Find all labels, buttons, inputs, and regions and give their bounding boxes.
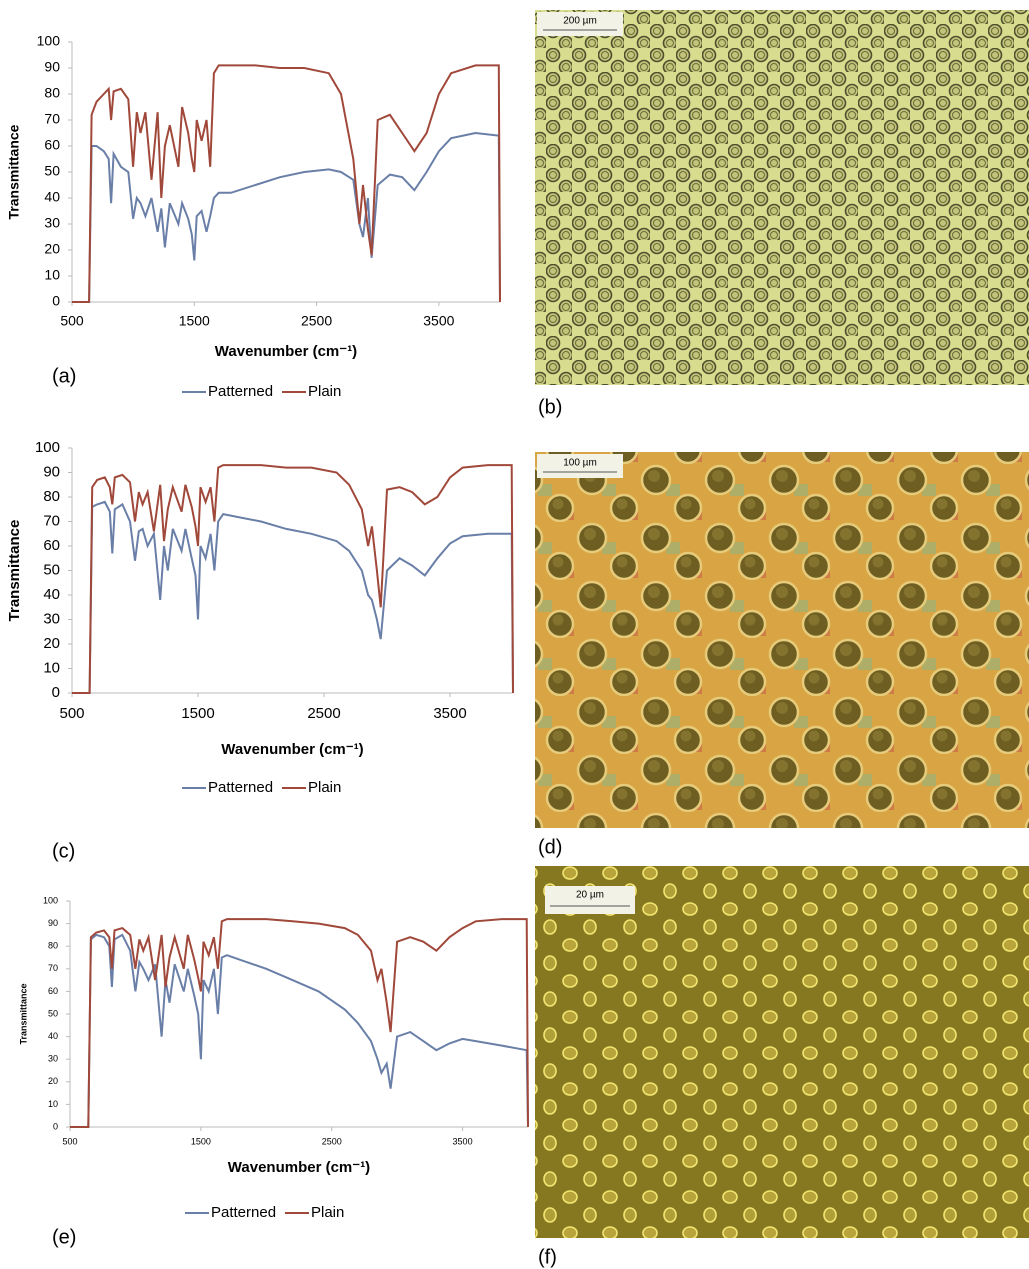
- y-tick-label: 10: [48, 1099, 58, 1109]
- panel-label: (f): [538, 1246, 557, 1268]
- y-tick-label: 70: [44, 111, 60, 127]
- x-tick-label: 3500: [453, 1136, 473, 1146]
- y-tick-label: 60: [43, 537, 60, 554]
- micrograph: [535, 10, 1029, 385]
- micrograph-f: 20 µm (f): [535, 866, 1029, 1268]
- scale-bar-label: 200 µm: [563, 16, 597, 27]
- scale-bar-box: [545, 886, 635, 914]
- y-tick-label: 50: [43, 561, 60, 578]
- y-tick-label: 80: [43, 488, 60, 505]
- y-tick-label: 30: [43, 610, 60, 627]
- legend-label: Plain: [311, 1204, 344, 1221]
- series-line: [70, 918, 529, 1128]
- y-tick-label: 10: [44, 267, 60, 283]
- y-tick-label: 50: [44, 163, 60, 179]
- scale-bar-box: [537, 454, 623, 478]
- y-tick-label: 70: [48, 963, 58, 973]
- x-tick-label: 500: [60, 313, 84, 329]
- x-tick-label: 500: [62, 1136, 77, 1146]
- y-tick-label: 20: [48, 1076, 58, 1086]
- panel-label: (c): [52, 840, 75, 862]
- y-axis-label: Transmittance: [18, 983, 28, 1044]
- series-line: [72, 131, 501, 303]
- legend-label: Patterned: [211, 1204, 276, 1221]
- y-tick-label: 60: [48, 986, 58, 996]
- x-tick-label: 2500: [301, 313, 332, 329]
- x-tick-label: 2500: [322, 1136, 342, 1146]
- x-axis-label: Wavenumber (cm⁻¹): [228, 1159, 370, 1176]
- series-line: [72, 500, 514, 694]
- chart: 0 10 20 30 40 50 60 70 80 90 100 500 1500 2500 3500 Tra…: [6, 33, 501, 400]
- panel-label: (d): [538, 836, 562, 858]
- y-tick-label: 100: [37, 33, 61, 49]
- series-line: [70, 933, 529, 1128]
- scale-bar-box: [537, 12, 623, 36]
- legend-label: Patterned: [208, 383, 273, 400]
- legend-label: Plain: [308, 383, 341, 400]
- legend-label: Plain: [308, 779, 341, 796]
- y-tick-label: 100: [35, 439, 60, 456]
- x-axis-label: Wavenumber (cm⁻¹): [221, 741, 363, 758]
- x-tick-label: 3500: [433, 705, 466, 722]
- y-tick-label: 20: [43, 635, 60, 652]
- y-tick-label: 80: [48, 941, 58, 951]
- y-tick-label: 90: [48, 918, 58, 928]
- y-tick-label: 30: [44, 215, 60, 231]
- panel-label: (e): [52, 1226, 76, 1248]
- y-tick-label: 0: [53, 1121, 58, 1131]
- x-tick-label: 3500: [423, 313, 454, 329]
- scale-bar-label: 100 µm: [563, 458, 597, 469]
- x-tick-label: 2500: [307, 705, 340, 722]
- y-tick-label: 40: [44, 189, 60, 205]
- y-tick-label: 30: [48, 1054, 58, 1064]
- panel-label: (b): [538, 396, 562, 418]
- series-line: [72, 464, 514, 694]
- chart: 0 10 20 30 40 50 60 70 80 90 100 500 1500 2500 3500 Tra…: [6, 439, 514, 862]
- x-tick-label: 500: [59, 705, 84, 722]
- y-tick-label: 10: [43, 659, 60, 676]
- micrograph-d: 100 µm (d): [535, 452, 1029, 858]
- y-tick-label: 90: [43, 463, 60, 480]
- y-tick-label: 0: [52, 293, 60, 309]
- y-tick-label: 0: [52, 684, 60, 701]
- scale-bar-label: 20 µm: [576, 890, 604, 901]
- y-tick-label: 100: [43, 895, 58, 905]
- chart: 0 10 20 30 40 50 60 70 80 90 100 500 1500 2500 3500 Tra…: [18, 895, 529, 1248]
- legend-label: Patterned: [208, 779, 273, 796]
- x-axis-label: Wavenumber (cm⁻¹): [215, 343, 357, 360]
- series-line: [72, 64, 501, 303]
- y-tick-label: 50: [48, 1008, 58, 1018]
- y-axis-label: Transmittance: [6, 520, 23, 622]
- x-tick-label: 1500: [191, 1136, 211, 1146]
- y-tick-label: 80: [44, 85, 60, 101]
- micrograph-b: 200 µm (b): [535, 10, 1029, 418]
- micrograph: [535, 452, 1029, 828]
- y-tick-label: 20: [44, 241, 60, 257]
- x-tick-label: 1500: [179, 313, 210, 329]
- y-tick-label: 90: [44, 59, 60, 75]
- y-axis-label: Transmittance: [6, 124, 22, 219]
- y-tick-label: 40: [48, 1031, 58, 1041]
- micrograph: [535, 866, 1029, 1238]
- y-tick-label: 40: [43, 586, 60, 603]
- y-tick-label: 60: [44, 137, 60, 153]
- y-tick-label: 70: [43, 512, 60, 529]
- x-tick-label: 1500: [181, 705, 214, 722]
- panel-label: (a): [52, 365, 76, 387]
